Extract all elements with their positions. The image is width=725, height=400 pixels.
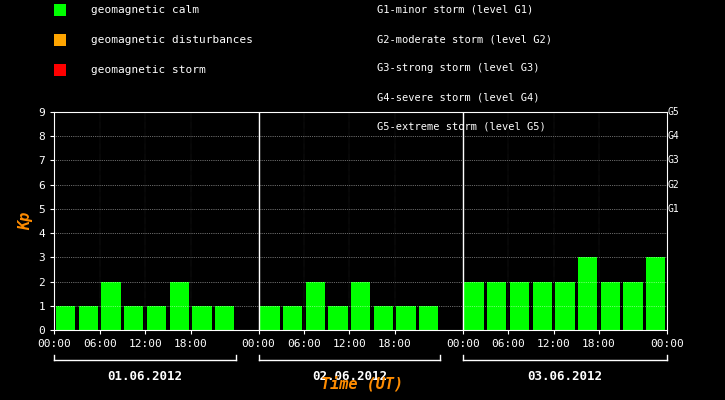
Bar [646, 257, 666, 330]
Bar [533, 282, 552, 330]
Bar [260, 306, 280, 330]
Bar [124, 306, 144, 330]
Bar [283, 306, 302, 330]
Text: 02.06.2012: 02.06.2012 [312, 370, 387, 382]
Text: Time (UT): Time (UT) [321, 376, 404, 391]
Text: G5: G5 [668, 107, 679, 117]
Text: geomagnetic calm: geomagnetic calm [91, 5, 199, 15]
Bar [487, 282, 507, 330]
Text: G2: G2 [668, 180, 679, 190]
Bar [600, 282, 620, 330]
Bar [578, 257, 597, 330]
Text: 01.06.2012: 01.06.2012 [107, 370, 183, 382]
Text: G3-strong storm (level G3): G3-strong storm (level G3) [377, 64, 539, 74]
Bar [192, 306, 212, 330]
Text: geomagnetic storm: geomagnetic storm [91, 65, 205, 75]
Y-axis label: Kp: Kp [18, 212, 33, 230]
Text: 03.06.2012: 03.06.2012 [527, 370, 602, 382]
Text: G2-moderate storm (level G2): G2-moderate storm (level G2) [377, 34, 552, 44]
Text: G5-extreme storm (level G5): G5-extreme storm (level G5) [377, 122, 546, 132]
Bar [102, 282, 121, 330]
Text: G4-severe storm (level G4): G4-severe storm (level G4) [377, 93, 539, 103]
Bar [215, 306, 234, 330]
Text: G4: G4 [668, 131, 679, 141]
Bar [147, 306, 166, 330]
Bar [328, 306, 348, 330]
Bar [56, 306, 75, 330]
Bar [624, 282, 642, 330]
Bar [306, 282, 325, 330]
Bar [419, 306, 439, 330]
Bar [373, 306, 393, 330]
Bar [510, 282, 529, 330]
Bar [555, 282, 574, 330]
Text: G1: G1 [668, 204, 679, 214]
Text: geomagnetic disturbances: geomagnetic disturbances [91, 35, 252, 45]
Text: G3: G3 [668, 156, 679, 166]
Bar [397, 306, 415, 330]
Bar [351, 282, 370, 330]
Text: G1-minor storm (level G1): G1-minor storm (level G1) [377, 5, 534, 15]
Bar [170, 282, 188, 330]
Bar [79, 306, 98, 330]
Bar [465, 282, 484, 330]
